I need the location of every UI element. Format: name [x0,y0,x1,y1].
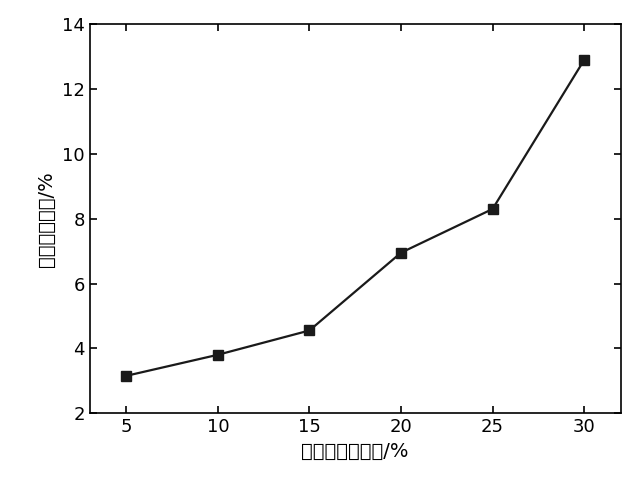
Y-axis label: 鑰离子损失率/%: 鑰离子损失率/% [37,171,56,267]
X-axis label: 生石灿配制浓度/%: 生石灿配制浓度/% [301,441,409,461]
